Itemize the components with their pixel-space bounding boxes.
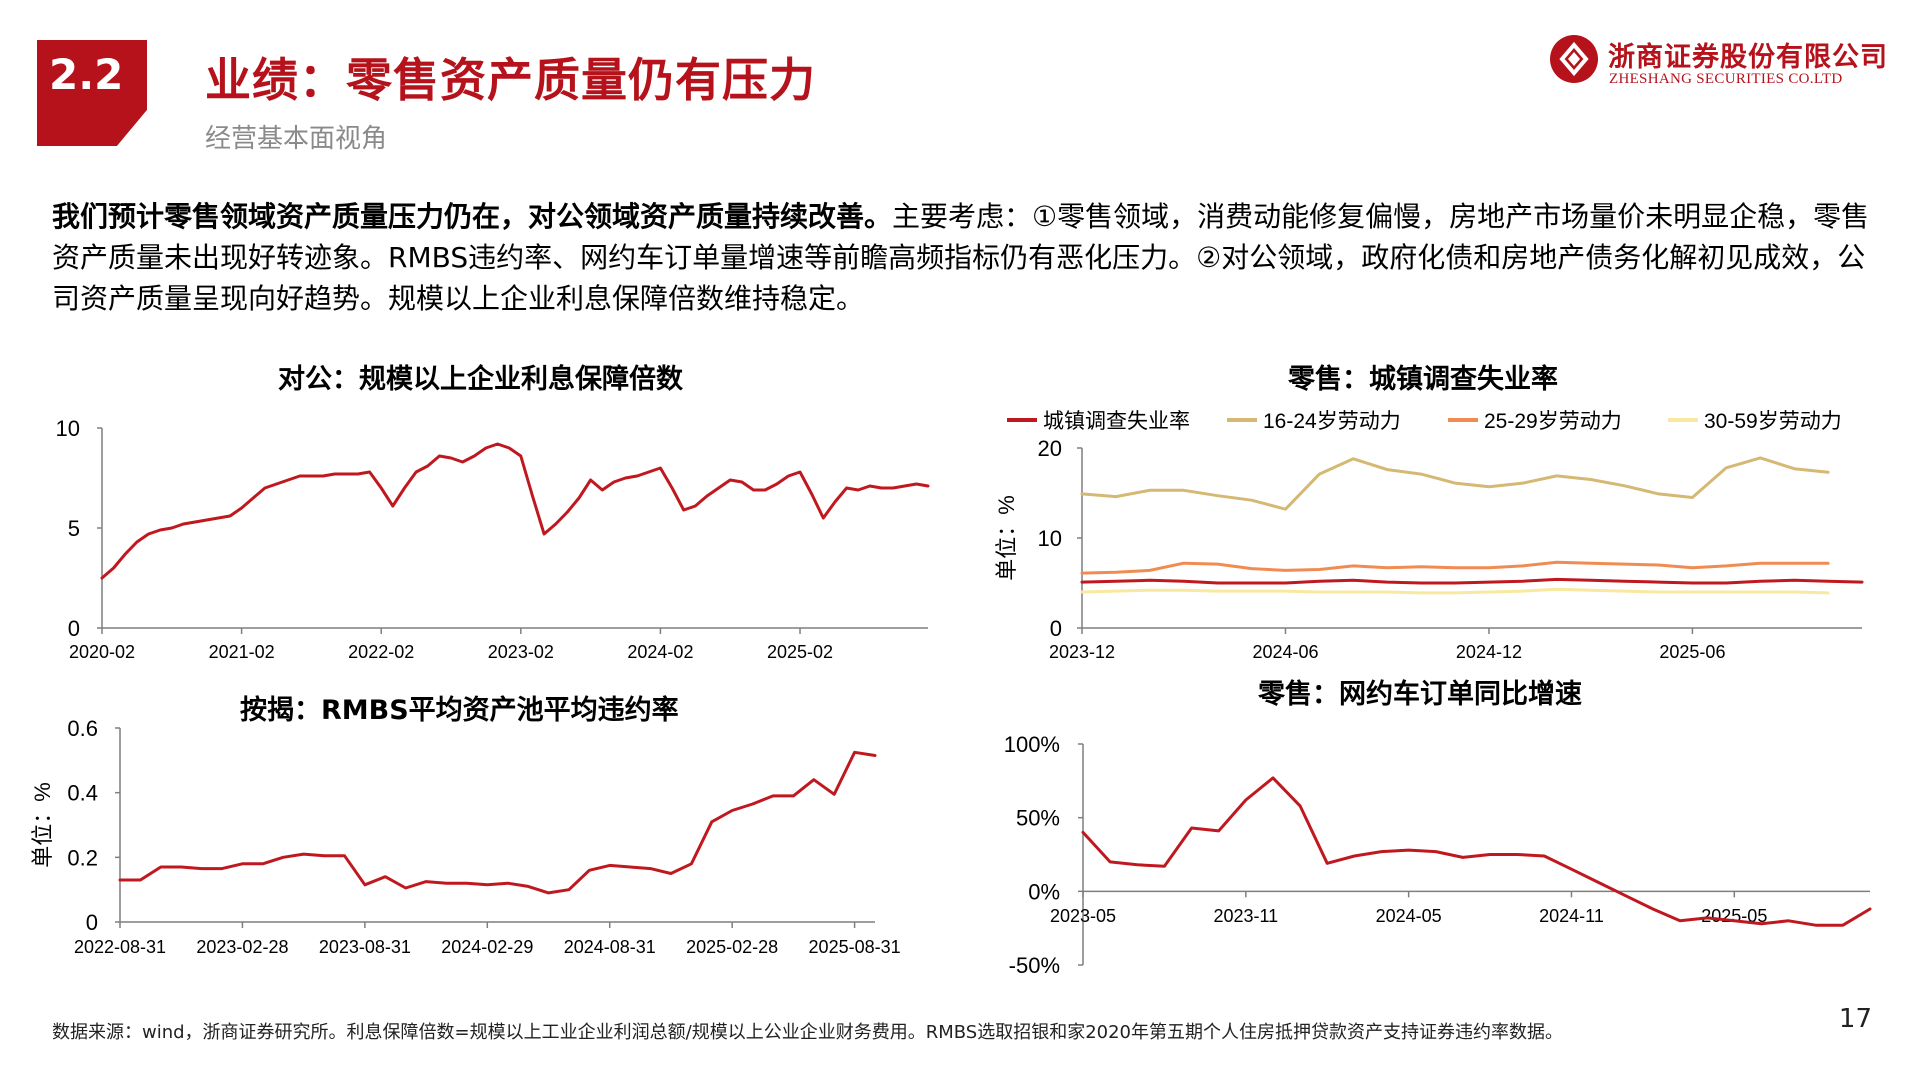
x-tick-label: 2025-06 — [1659, 642, 1725, 662]
x-tick-label: 2022-08-31 — [74, 937, 166, 957]
section-badge: 2.2 — [37, 40, 147, 146]
chart-interest: 0 5 10 2020-02 2021-02 2022-02 2023-02 2024-02 2… — [56, 416, 930, 662]
series-line-0 — [118, 750, 877, 895]
section-number: 2.2 — [49, 50, 124, 99]
summary-paragraph: 我们预计零售领域资产质量压力仍在，对公领域资产质量持续改善。主要考虑：①零售领域… — [52, 196, 1882, 319]
x-tick-label: 2025-02-28 — [686, 937, 778, 957]
x-tick-label: 2024-06 — [1252, 642, 1318, 662]
series-line-0 — [1081, 776, 1872, 927]
y-tick-label: 0.4 — [67, 781, 98, 806]
y-axis-label: 单位：% — [30, 782, 55, 868]
legend-label: 城镇调查失业率 — [1043, 410, 1190, 433]
y-tick-label: 20 — [1038, 436, 1062, 461]
y-tick-label: 0 — [86, 910, 98, 935]
legend-label: 25-29岁劳动力 — [1484, 410, 1622, 433]
x-tick-label: 2024-02-29 — [441, 937, 533, 957]
summary-text: 主要考虑：①零售领域，消费动能修复偏慢，房地产市场量价未明显企稳，零售资产质量未… — [52, 200, 1870, 315]
x-tick-label: 2024-12 — [1456, 642, 1522, 662]
y-tick-label: 5 — [68, 516, 80, 541]
page-number: 17 — [1838, 1004, 1872, 1034]
y-tick-label: 0.6 — [67, 716, 98, 741]
legend-label: 30-59岁劳动力 — [1704, 410, 1842, 433]
x-tick-label: 2021-02 — [209, 642, 275, 662]
page-title: 业绩：零售资产质量仍有压力 — [205, 53, 816, 107]
x-tick-label: 2024-02 — [627, 642, 693, 662]
y-tick-label: 50% — [1016, 806, 1060, 831]
chart-title-unemp: 零售：城镇调查失业率 — [1288, 364, 1558, 395]
data-source-note: 数据来源：wind，浙商证券研究所。利息保障倍数=规模以上工业企业利润总额/规模… — [52, 1022, 1563, 1043]
section-badge-shape — [37, 40, 147, 146]
company-logo-icon — [1550, 35, 1598, 83]
x-tick-label: 2024-08-31 — [564, 937, 656, 957]
company-name-en: ZHESHANG SECURITIES CO.LTD — [1609, 71, 1843, 87]
x-tick-label: 2023-05 — [1050, 906, 1116, 926]
y-tick-label: 100% — [1004, 732, 1060, 757]
series-line-1 — [1080, 456, 1830, 511]
y-axis-label: 单位：% — [994, 495, 1019, 581]
page-subtitle: 经营基本面视角 — [205, 124, 388, 154]
chart-ridehail: -50% 0% 50% 100% 2023-05 2023-11 2024-05 2024-1… — [1004, 732, 1872, 978]
y-tick-label: 0 — [68, 616, 80, 641]
x-tick-label: 2023-02-28 — [196, 937, 288, 957]
company-logo: 浙商证券股份有限公司 ZHESHANG SECURITIES CO.LTD — [1548, 33, 1888, 93]
y-tick-label: 10 — [1038, 526, 1062, 551]
summary-bold: 我们预计零售领域资产质量压力仍在，对公领域资产质量持续改善。 — [52, 200, 893, 233]
company-name-cn: 浙商证券股份有限公司 — [1608, 42, 1888, 73]
y-tick-label: -50% — [1009, 953, 1060, 978]
y-tick-label: 0% — [1028, 879, 1060, 904]
series-line-0 — [1080, 577, 1864, 585]
chart-rmbs: 0 0.2 0.4 0.6 2022-08-31 2023-02-28 2023-08-31… — [30, 716, 901, 957]
chart-unemp: 0 10 20 2023-12 2024-06 2024-12 2025-06 单位：% 城镇调… — [994, 410, 1864, 662]
chart-title-ridehail: 零售：网约车订单同比增速 — [1258, 679, 1582, 710]
x-tick-label: 2022-02 — [348, 642, 414, 662]
series-line-2 — [1080, 560, 1830, 575]
legend-label: 16-24岁劳动力 — [1263, 410, 1401, 433]
x-tick-label: 2023-02 — [488, 642, 554, 662]
x-tick-label: 2023-12 — [1049, 642, 1115, 662]
series-line-3 — [1080, 587, 1830, 595]
x-tick-label: 2020-02 — [69, 642, 135, 662]
series-line-0 — [100, 442, 930, 580]
y-tick-label: 0.2 — [67, 845, 98, 870]
x-tick-label: 2024-05 — [1376, 906, 1442, 926]
y-tick-label: 0 — [1050, 616, 1062, 641]
x-tick-label: 2025-02 — [767, 642, 833, 662]
x-tick-label: 2023-11 — [1213, 906, 1278, 926]
y-tick-label: 10 — [56, 416, 80, 441]
x-tick-label: 2025-05 — [1701, 906, 1767, 926]
x-tick-label: 2025-08-31 — [809, 937, 901, 957]
chart-title-interest: 对公：规模以上企业利息保障倍数 — [278, 364, 683, 395]
x-tick-label: 2024-11 — [1539, 906, 1604, 926]
chart-title-rmbs: 按揭：RMBS平均资产池平均违约率 — [240, 695, 679, 726]
x-tick-label: 2023-08-31 — [319, 937, 411, 957]
